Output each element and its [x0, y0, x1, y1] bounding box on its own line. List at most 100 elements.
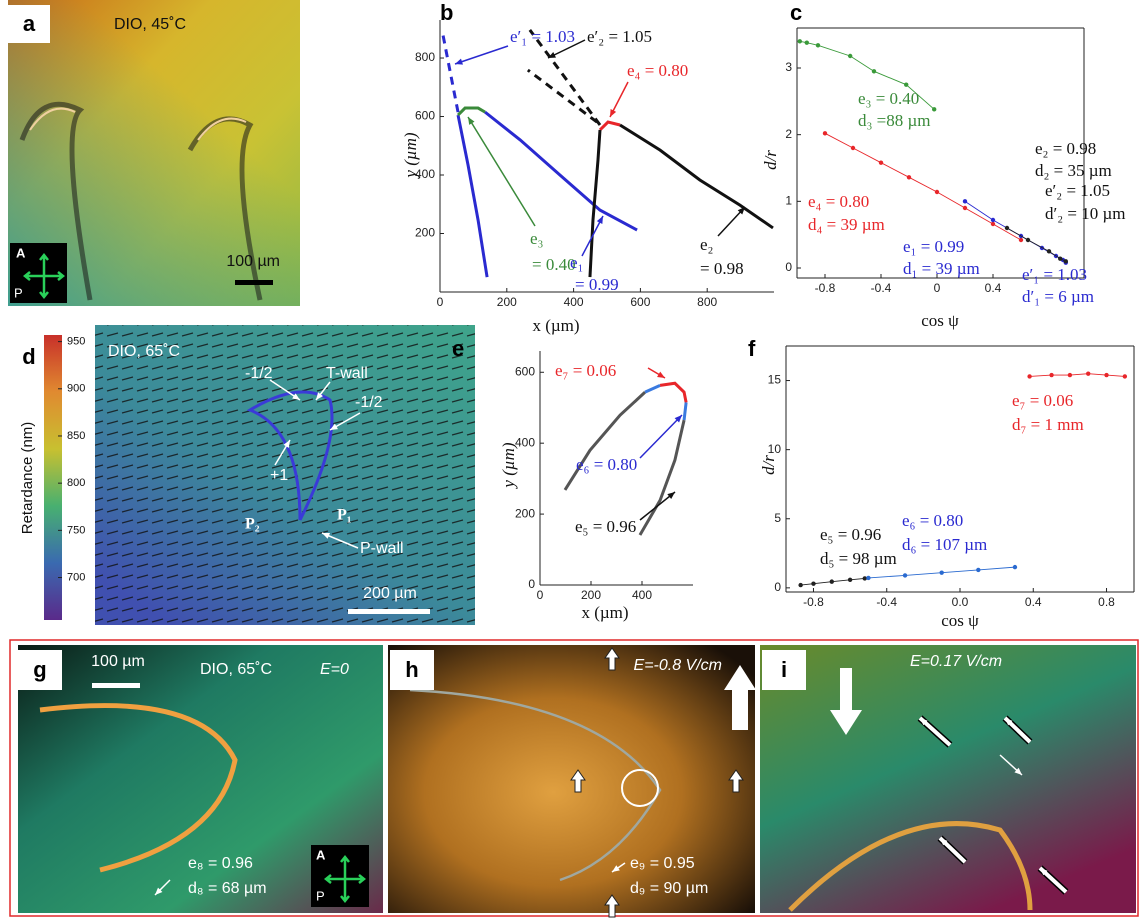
- point: [1122, 374, 1128, 379]
- point: [962, 199, 968, 204]
- annotation: e₂ = 0.98: [1035, 139, 1096, 158]
- point: [822, 131, 828, 136]
- point: [1012, 564, 1018, 570]
- y-tick-label: 5: [774, 511, 781, 525]
- wall-annotation: d₈ = 68 µm: [188, 880, 267, 897]
- annotation: e₁: [570, 253, 583, 272]
- annotation: e₆ = 0.80: [902, 511, 963, 530]
- colorbar-tick-label: 800: [67, 477, 85, 489]
- point: [1067, 372, 1073, 378]
- panel-label: b: [440, 0, 453, 25]
- panel-label-box: [8, 5, 50, 43]
- arrow-head: [1005, 718, 1013, 726]
- point: [804, 40, 809, 45]
- annotation: d₄ = 39 µm: [808, 215, 885, 234]
- curve: [563, 391, 647, 491]
- field-label: E=0.17 V/cm: [910, 653, 1002, 670]
- y-tick-label: 800: [415, 50, 435, 64]
- x-tick-label: -0.4: [876, 595, 897, 609]
- annotation: e₇ = 0.06: [1012, 391, 1073, 410]
- panel-label-box: [762, 650, 806, 690]
- annotation: e₅ = 0.96: [820, 525, 881, 544]
- director-field: [95, 325, 475, 625]
- arrow-head: [548, 51, 556, 58]
- defect-wall: [409, 688, 662, 882]
- panel-label: c: [790, 0, 802, 25]
- analyzer-label: A: [316, 847, 326, 862]
- point: [906, 175, 912, 180]
- curve: [619, 123, 774, 230]
- annotation: d₂ = 35 µm: [1035, 161, 1112, 180]
- arrow-head: [283, 440, 290, 448]
- y-axis-label: y (µm): [499, 442, 518, 490]
- x-axis-label: x (µm): [532, 316, 579, 335]
- annotation: d₆ = 107 µm: [902, 535, 987, 554]
- point: [1018, 237, 1024, 243]
- point: [1058, 256, 1063, 261]
- point: [811, 581, 816, 586]
- annotation: d′₁ = 6 µm: [1022, 287, 1094, 306]
- y-tick-label: 1: [785, 194, 792, 208]
- curve: [456, 114, 489, 278]
- x-axis-label: cos ψ: [941, 611, 979, 630]
- panel-label-box: [18, 650, 62, 690]
- curve: [456, 106, 486, 117]
- x-tick-label: 0: [437, 295, 444, 309]
- arrow-head: [737, 207, 745, 215]
- curve: [659, 381, 688, 403]
- y-tick-label: 0: [528, 577, 535, 591]
- arrow-head: [612, 865, 620, 872]
- annotation: d₃ =88 µm: [858, 111, 931, 130]
- x-tick-label: 200: [497, 295, 517, 309]
- point: [932, 107, 937, 112]
- defect-wall: [29, 107, 247, 141]
- panel-label: a: [23, 11, 36, 36]
- x-tick-label: -0.4: [871, 281, 892, 295]
- curve: [644, 384, 661, 394]
- curve: [440, 29, 460, 113]
- defect-wall: [788, 821, 1033, 912]
- fit-line: [1006, 227, 1066, 262]
- arrow-head: [920, 718, 928, 726]
- small-arrow: [604, 647, 620, 671]
- scale-bar-label: 100 µm: [226, 253, 280, 270]
- curve: [484, 110, 638, 232]
- colorbar-tick-label: 850: [67, 430, 85, 442]
- x-tick-label: 200: [581, 588, 601, 602]
- arrow-head: [667, 492, 675, 500]
- x-tick-label: 0.0: [952, 595, 969, 609]
- annotation: e′₂ = 1.05: [1045, 181, 1110, 200]
- point: [1027, 374, 1032, 379]
- y-tick-label: 10: [768, 442, 782, 456]
- colorbar-tick-label: 700: [67, 571, 85, 583]
- annotation: e₄ = 0.80: [627, 61, 688, 80]
- point: [902, 573, 908, 578]
- annotation: e₃: [530, 229, 544, 248]
- caption: DIO, 65˚C: [108, 343, 180, 360]
- y-tick-label: 400: [415, 167, 435, 181]
- point: [1049, 372, 1054, 378]
- x-axis-label: x (µm): [581, 603, 628, 622]
- micrograph: [760, 645, 1136, 913]
- field-arrow: [724, 665, 756, 730]
- field-label: E=-0.8 V/cm: [634, 657, 722, 674]
- curve: [638, 419, 686, 536]
- y-tick-label: 2: [785, 127, 792, 141]
- arrow-head: [155, 887, 163, 895]
- arrow: [454, 45, 509, 65]
- arrow-head: [1014, 767, 1022, 775]
- caption: DIO, 65˚C: [200, 661, 272, 678]
- arrow-head: [455, 58, 463, 65]
- colorbar-tick-label: 900: [67, 383, 85, 395]
- small-arrow: [728, 769, 744, 793]
- polarizer-label: P: [14, 285, 23, 300]
- domain-label: P₁: [337, 507, 352, 524]
- y-axis-label: d/r: [761, 150, 780, 170]
- colorbar-ticks: 950 900 850 800 750 700: [58, 336, 85, 583]
- panel-label: i: [781, 657, 787, 682]
- panel-label-box: [8, 338, 50, 376]
- arrow: [581, 215, 604, 257]
- point: [1004, 225, 1010, 231]
- arrow: [639, 414, 683, 459]
